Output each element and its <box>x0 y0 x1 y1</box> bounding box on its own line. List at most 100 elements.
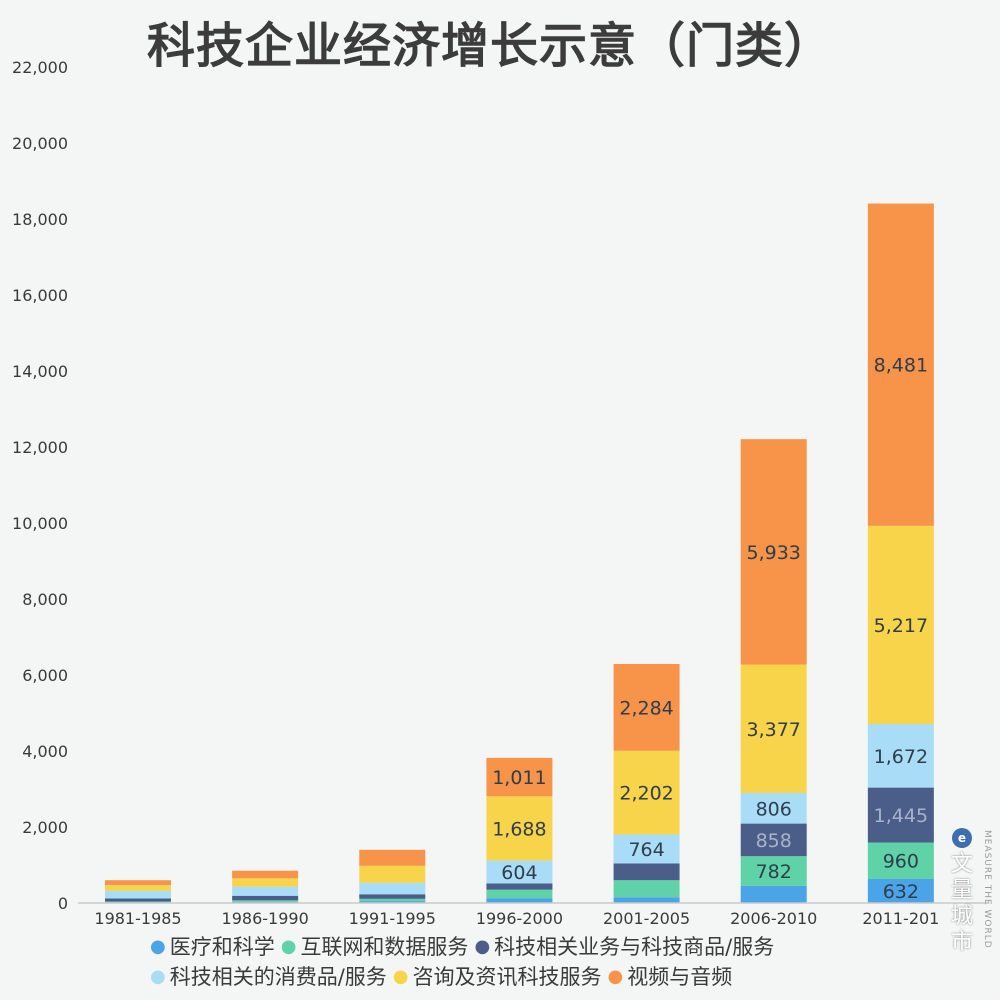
bar-segment <box>232 870 299 879</box>
bar-segment <box>486 860 553 884</box>
legend-dot-icon: ● <box>392 966 409 987</box>
y-tick-label: 6,000 <box>22 666 68 685</box>
x-tick-label: 1996-2000 <box>476 909 563 928</box>
watermark-subtitle: MEASURE THE WORLD <box>982 830 992 949</box>
legend-label: 科技相关业务与科技商品/服务 <box>494 935 775 959</box>
x-tick-label: 2001-2005 <box>603 909 690 928</box>
bar-segment <box>105 898 171 902</box>
x-tick-label: 1991-1995 <box>349 909 436 928</box>
data-label: 1,445 <box>874 805 928 827</box>
bar-segment <box>232 900 299 902</box>
bar-segment <box>613 863 680 881</box>
bar-segment <box>232 886 299 896</box>
y-tick-label: 12,000 <box>12 438 68 457</box>
legend-item: ● 互联网和数据服务 <box>281 932 469 962</box>
data-label: 632 <box>883 881 919 903</box>
bar-segment <box>613 663 680 751</box>
y-tick-label: 8,000 <box>22 590 68 609</box>
bar-segment <box>359 898 426 902</box>
legend-item: ● 咨询及资讯科技服务 <box>393 962 602 992</box>
bar-segment <box>486 757 553 797</box>
bar-segment <box>613 750 680 835</box>
y-tick-label: 10,000 <box>12 514 68 533</box>
data-label: 782 <box>756 861 792 883</box>
x-axis: 1981-1985 1986-1990 1991-1995 1996-2000 2001… <box>78 902 988 928</box>
y-tick-label: 14,000 <box>12 362 68 381</box>
watermark-name: 文量城市 <box>950 852 973 955</box>
bar-segment <box>613 834 680 864</box>
bar-segment <box>740 823 807 857</box>
watermark-logo-icon: e <box>952 828 972 848</box>
y-tick-label: 20,000 <box>12 134 68 153</box>
data-label: 1,672 <box>874 746 928 768</box>
data-label: 8,481 <box>874 355 928 377</box>
legend-label: 互联网和数据服务 <box>300 935 469 959</box>
x-tick-label: 2006-2010 <box>730 909 817 928</box>
bar-segment <box>359 882 426 895</box>
bar-segment <box>232 895 299 901</box>
bar-segment <box>613 897 680 903</box>
bar-segment <box>105 890 171 899</box>
bar-segment <box>740 439 807 665</box>
x-tick-label: 1981-1985 <box>94 909 181 928</box>
bar-segment <box>740 885 807 903</box>
bar-segment <box>486 883 553 890</box>
bar-segment <box>867 878 934 903</box>
bar-segment <box>486 796 553 861</box>
bar-segment <box>740 792 807 824</box>
x-tick-label: 2011-201 <box>862 909 939 928</box>
y-tick-label: 16,000 <box>12 286 68 305</box>
legend: ● 医疗和科学 ● 互联网和数据服务 ● 科技相关业务与科技商品/服务● 科技相关的消费品/… <box>150 932 890 992</box>
bar-segment <box>486 889 553 899</box>
bar-segment <box>486 898 553 903</box>
legend-dot-icon: ● <box>474 936 491 957</box>
bar-segment <box>867 525 934 725</box>
data-label: 5,217 <box>874 615 928 637</box>
data-label: 764 <box>628 839 664 861</box>
legend-label: 咨询及资讯科技服务 <box>412 965 602 989</box>
bar-segment <box>359 865 426 883</box>
bars: 604 1,688 1,011 764 2,202 2,284 782 858 806 3,377… <box>105 203 934 903</box>
bar-segment <box>105 880 171 886</box>
bar-segment <box>359 901 426 903</box>
bar-segment <box>740 664 807 793</box>
y-tick-label: 0 <box>58 894 68 913</box>
legend-item: ● 科技相关的消费品/服务 <box>150 962 387 992</box>
bar-segment <box>359 849 426 866</box>
bar-segment <box>105 885 171 891</box>
y-axis: 0 2,000 4,000 6,000 8,000 10,000 12,000 14,000 1… <box>12 58 68 913</box>
data-label: 1,688 <box>492 818 546 840</box>
legend-item: ● 科技相关业务与科技商品/服务 <box>474 932 774 962</box>
data-label: 604 <box>501 862 537 884</box>
watermark: e 文量城市 MEASURE THE WORLD <box>950 828 996 978</box>
bar-segment <box>359 894 426 899</box>
legend-label: 视频与音频 <box>627 965 733 989</box>
bar-segment <box>740 856 807 886</box>
bar-segment <box>867 842 934 879</box>
data-label: 1,011 <box>492 767 546 789</box>
data-label: 2,284 <box>619 697 673 719</box>
chart-title: 科技企业经济增长示意（门类） <box>146 18 833 74</box>
data-label: 3,377 <box>747 719 801 741</box>
legend-label: 医疗和科学 <box>169 935 275 959</box>
data-label: 806 <box>756 798 792 820</box>
data-label: 960 <box>883 851 919 873</box>
y-tick-label: 22,000 <box>12 58 68 77</box>
legend-item: ● 医疗和科学 <box>150 932 275 962</box>
bar-segment <box>613 880 680 898</box>
x-tick-label: 1986-1990 <box>222 909 309 928</box>
legend-dot-icon: ● <box>150 966 166 987</box>
legend-label: 科技相关的消费品/服务 <box>169 965 387 989</box>
legend-dot-icon: ● <box>150 936 166 957</box>
data-label: 2,202 <box>619 783 673 805</box>
y-tick-label: 4,000 <box>22 742 68 761</box>
data-label: 5,933 <box>747 542 801 564</box>
legend-dot-icon: ● <box>280 936 297 957</box>
y-tick-label: 18,000 <box>12 210 68 229</box>
bar-segment <box>232 878 299 887</box>
bar-segment <box>867 203 934 526</box>
y-tick-label: 2,000 <box>22 818 68 837</box>
bar-segment <box>867 787 934 843</box>
bar-segment <box>105 901 171 903</box>
